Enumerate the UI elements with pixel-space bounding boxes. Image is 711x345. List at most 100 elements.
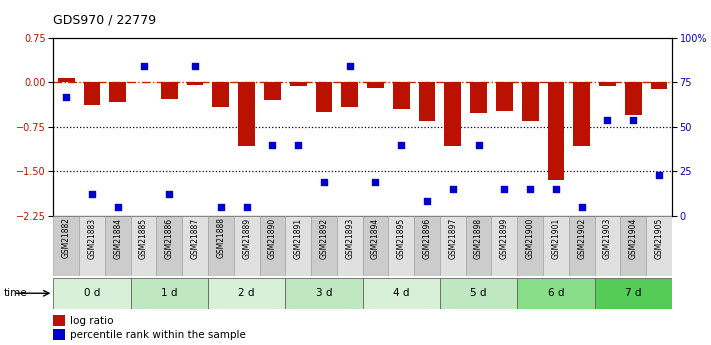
Bar — [208, 216, 234, 276]
Bar — [238, 82, 255, 146]
Text: 7 d: 7 d — [625, 288, 641, 298]
Bar — [363, 278, 440, 309]
Text: GSM21895: GSM21895 — [397, 217, 406, 259]
Point — [576, 204, 587, 209]
Bar — [208, 278, 285, 309]
Bar — [290, 82, 306, 86]
Bar — [58, 78, 75, 82]
Bar — [156, 216, 182, 276]
Bar — [547, 82, 565, 180]
Bar — [79, 216, 105, 276]
Bar — [517, 278, 594, 309]
Text: GSM21886: GSM21886 — [165, 217, 173, 258]
Point — [319, 179, 330, 185]
Point — [215, 204, 227, 209]
Bar — [363, 216, 388, 276]
Bar — [53, 278, 131, 309]
Text: time: time — [4, 288, 27, 298]
Point — [422, 199, 433, 204]
Bar — [594, 216, 620, 276]
Bar — [131, 216, 156, 276]
Point — [653, 172, 665, 178]
Bar — [388, 216, 414, 276]
Bar — [285, 216, 311, 276]
Text: GSM21894: GSM21894 — [371, 217, 380, 259]
Text: GSM21888: GSM21888 — [216, 217, 225, 258]
Point — [164, 191, 175, 197]
Text: 5 d: 5 d — [471, 288, 487, 298]
Text: GSM21884: GSM21884 — [113, 217, 122, 258]
Bar — [53, 329, 65, 340]
Bar — [594, 278, 672, 309]
Bar — [285, 278, 363, 309]
Text: 1 d: 1 d — [161, 288, 178, 298]
Bar — [234, 216, 260, 276]
Text: GSM21885: GSM21885 — [139, 217, 148, 258]
Text: GSM21882: GSM21882 — [62, 217, 70, 258]
Bar — [599, 82, 616, 86]
Text: percentile rank within the sample: percentile rank within the sample — [70, 330, 246, 340]
Bar — [414, 216, 440, 276]
Point — [189, 63, 201, 69]
Bar — [620, 216, 646, 276]
Text: 2 d: 2 d — [238, 288, 255, 298]
Bar — [109, 82, 126, 102]
Bar — [316, 82, 332, 112]
Bar — [105, 216, 131, 276]
Text: GSM21896: GSM21896 — [422, 217, 432, 259]
Text: GSM21905: GSM21905 — [655, 217, 663, 259]
Bar — [419, 82, 435, 121]
Text: GSM21898: GSM21898 — [474, 217, 483, 258]
Bar — [517, 216, 543, 276]
Point — [395, 142, 407, 147]
Bar — [522, 82, 538, 121]
Point — [267, 142, 278, 147]
Bar — [625, 82, 641, 115]
Point — [447, 186, 459, 192]
Point — [138, 63, 149, 69]
Bar — [182, 216, 208, 276]
Text: GSM21897: GSM21897 — [449, 217, 457, 259]
Point — [473, 142, 484, 147]
Text: 6 d: 6 d — [547, 288, 564, 298]
Text: GSM21890: GSM21890 — [268, 217, 277, 259]
Text: GSM21902: GSM21902 — [577, 217, 586, 259]
Bar — [131, 278, 208, 309]
Bar — [491, 216, 517, 276]
Bar — [213, 82, 229, 107]
Text: 4 d: 4 d — [393, 288, 410, 298]
Bar — [161, 82, 178, 99]
Bar — [573, 82, 590, 146]
Bar — [440, 216, 466, 276]
Bar — [53, 216, 79, 276]
Bar — [264, 82, 281, 100]
Bar — [440, 278, 517, 309]
Text: GSM21883: GSM21883 — [87, 217, 97, 258]
Text: GSM21903: GSM21903 — [603, 217, 612, 259]
Bar — [393, 82, 410, 109]
Text: GSM21892: GSM21892 — [319, 217, 328, 258]
Point — [86, 191, 97, 197]
Point — [602, 117, 613, 122]
Bar — [84, 82, 100, 105]
Point — [370, 179, 381, 185]
Text: GSM21901: GSM21901 — [552, 217, 560, 259]
Bar — [470, 82, 487, 113]
Bar — [337, 216, 363, 276]
Text: GSM21893: GSM21893 — [346, 217, 354, 259]
Bar — [444, 82, 461, 146]
Text: 3 d: 3 d — [316, 288, 332, 298]
Text: GSM21904: GSM21904 — [629, 217, 638, 259]
Text: 0 d: 0 d — [84, 288, 100, 298]
Bar — [53, 315, 65, 326]
Bar — [187, 82, 203, 85]
Bar — [311, 216, 337, 276]
Bar — [646, 216, 672, 276]
Bar — [543, 216, 569, 276]
Text: GSM21889: GSM21889 — [242, 217, 251, 258]
Point — [344, 63, 356, 69]
Bar — [569, 216, 594, 276]
Bar — [367, 82, 384, 88]
Point — [112, 204, 124, 209]
Bar — [651, 82, 668, 89]
